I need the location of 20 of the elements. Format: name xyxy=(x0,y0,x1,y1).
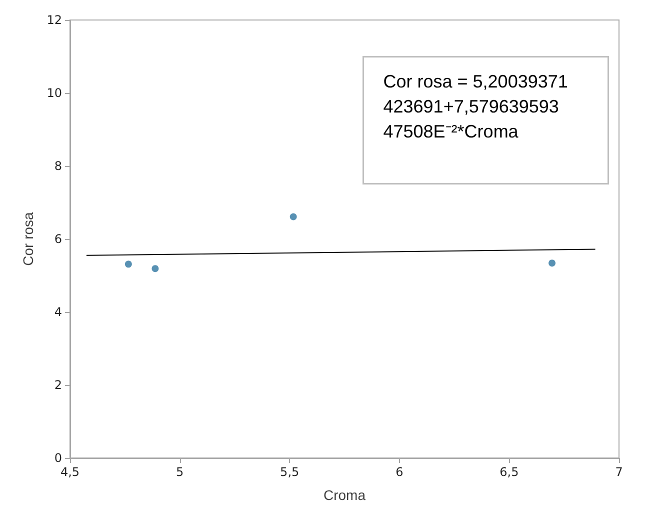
x-tick-label: 6 xyxy=(396,465,404,479)
annotation: Cor rosa = 5,20039371423691+7,57963959347508E⁻²*Croma xyxy=(383,71,568,142)
x-tick-label: 4,5 xyxy=(60,465,80,479)
x-axis-title: Croma xyxy=(323,487,366,503)
x-tick-label: 6,5 xyxy=(500,465,519,479)
point xyxy=(152,265,159,272)
point xyxy=(124,260,132,268)
x-tick-label: 5,5 xyxy=(280,465,300,479)
x-tick-label: 7 xyxy=(615,465,623,479)
y-tick-label: 2 xyxy=(54,378,62,392)
y-tick-label: 12 xyxy=(46,13,62,27)
x-tick-label: 5 xyxy=(176,465,184,479)
y-axis-title: Cor rosa xyxy=(20,212,36,266)
point xyxy=(290,213,297,220)
y-tick-label: 10 xyxy=(46,86,62,100)
y-tick-label: 6 xyxy=(54,232,62,246)
y-tick-label: 4 xyxy=(54,305,62,319)
y-tick-label: 8 xyxy=(54,159,62,173)
y-tick-label: 0 xyxy=(54,451,62,465)
point xyxy=(548,260,556,267)
